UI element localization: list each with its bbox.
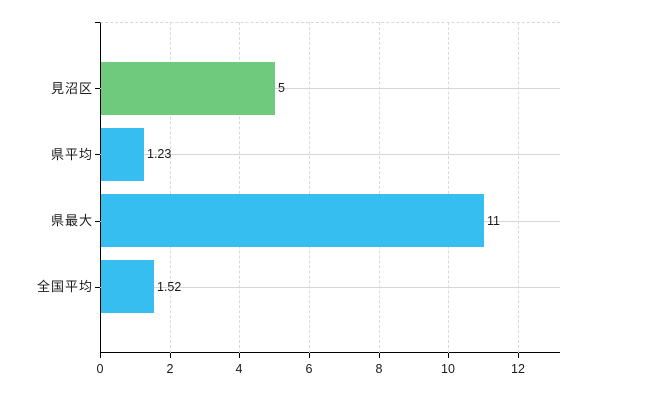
y-axis-tick: [95, 221, 100, 222]
y-axis-tick: [95, 88, 100, 89]
gridline-vertical: [239, 22, 240, 353]
x-axis-tick-label: 12: [511, 362, 525, 376]
x-axis-tick: [170, 353, 171, 358]
plot-area: [100, 22, 560, 353]
gridline-vertical: [309, 22, 310, 353]
bar-0: [101, 62, 275, 115]
gridline-vertical: [518, 22, 519, 353]
x-axis-tick-label: 6: [305, 362, 313, 376]
y-axis-top-tick: [95, 22, 100, 23]
gridline-horizontal: [100, 154, 560, 155]
y-axis-label: 県最大: [50, 213, 93, 228]
y-axis-label: 全国平均: [36, 279, 93, 294]
x-axis-tick: [379, 353, 380, 358]
bar-value-label: 1.23: [147, 147, 172, 161]
x-axis-tick-label: 10: [441, 362, 455, 376]
gridline-vertical: [379, 22, 380, 353]
gridline-vertical: [170, 22, 171, 353]
x-axis-tick-label: 8: [375, 362, 383, 376]
y-axis-label: 見沼区: [50, 81, 93, 96]
y-axis-label: 県平均: [50, 147, 93, 162]
bar-value-label: 11: [487, 214, 500, 228]
y-axis-tick: [95, 287, 100, 288]
x-axis-tick: [239, 353, 240, 358]
gridline-horizontal: [100, 287, 560, 288]
x-axis-tick-label: 0: [96, 362, 104, 376]
x-axis-tick-label: 4: [235, 362, 243, 376]
x-axis-tick: [448, 353, 449, 358]
x-axis-tick-label: 2: [166, 362, 174, 376]
x-axis-tick: [309, 353, 310, 358]
gridline-horizontal: [100, 88, 560, 89]
bar-2: [101, 194, 484, 247]
bar-value-label: 1.52: [157, 280, 182, 294]
gridline-vertical: [448, 22, 449, 353]
bar-1: [101, 128, 144, 181]
bar-3: [101, 260, 154, 313]
y-axis-tick: [95, 154, 100, 155]
x-axis-tick: [518, 353, 519, 358]
x-axis-tick: [100, 353, 101, 358]
bar-value-label: 5: [278, 81, 285, 95]
